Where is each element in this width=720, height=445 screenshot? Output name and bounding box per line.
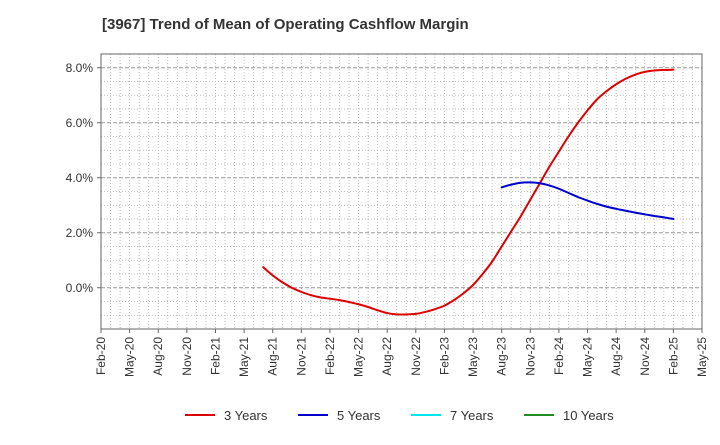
grid-layer bbox=[101, 54, 702, 329]
x-tick-label: Feb-25 bbox=[666, 337, 680, 375]
x-tick-label: Nov-24 bbox=[638, 337, 652, 376]
x-tick-label: Aug-21 bbox=[266, 337, 280, 376]
x-tick-label: May-23 bbox=[466, 337, 480, 377]
x-tick-label: May-21 bbox=[237, 337, 251, 377]
x-axis: Feb-20 May-20 Aug-20 Nov-20 Feb-21 May-21 Aug-… bbox=[94, 329, 709, 377]
x-tick-label: Feb-22 bbox=[323, 337, 337, 375]
x-tick-label: Feb-23 bbox=[437, 337, 451, 375]
x-tick-label: May-24 bbox=[581, 337, 595, 377]
plot-frame bbox=[100, 53, 703, 330]
x-tick-label: May-22 bbox=[352, 337, 366, 377]
y-tick-label: 4.0% bbox=[66, 171, 94, 185]
x-tick-label: Aug-22 bbox=[380, 337, 394, 376]
y-tick-label: 8.0% bbox=[66, 61, 94, 75]
x-tick-label: Nov-23 bbox=[523, 337, 537, 376]
x-tick-label: Feb-21 bbox=[208, 337, 222, 375]
chart-title: [3967] Trend of Mean of Operating Cashfl… bbox=[102, 16, 469, 33]
y-tick-label: 6.0% bbox=[66, 116, 94, 130]
x-tick-label: Aug-23 bbox=[495, 337, 509, 376]
legend-label: 5 Years bbox=[337, 408, 381, 423]
y-tick-label: 2.0% bbox=[66, 226, 94, 240]
series-line-5-years bbox=[500, 181, 675, 220]
x-tick-label: Feb-20 bbox=[94, 337, 108, 375]
series-line-3-years bbox=[262, 68, 675, 316]
x-tick-label: Aug-24 bbox=[609, 337, 623, 376]
y-axis: 0.0% 2.0% 4.0% 6.0% 8.0% bbox=[66, 61, 101, 295]
x-tick-label: May-20 bbox=[123, 337, 137, 377]
x-tick-label: Feb-24 bbox=[552, 337, 566, 375]
legend-label: 3 Years bbox=[224, 408, 268, 423]
x-tick-label: May-25 bbox=[695, 337, 709, 377]
x-tick-label: Nov-21 bbox=[294, 337, 308, 376]
x-tick-label: Nov-20 bbox=[180, 337, 194, 376]
legend-label: 7 Years bbox=[450, 408, 494, 423]
legend: 3 Years 5 Years 7 Years 10 Years bbox=[185, 408, 614, 423]
y-tick-label: 0.0% bbox=[66, 281, 94, 295]
x-tick-label: Aug-20 bbox=[151, 337, 165, 376]
legend-label: 10 Years bbox=[563, 408, 614, 423]
x-tick-label: Nov-22 bbox=[409, 337, 423, 376]
series-layer bbox=[262, 68, 675, 316]
